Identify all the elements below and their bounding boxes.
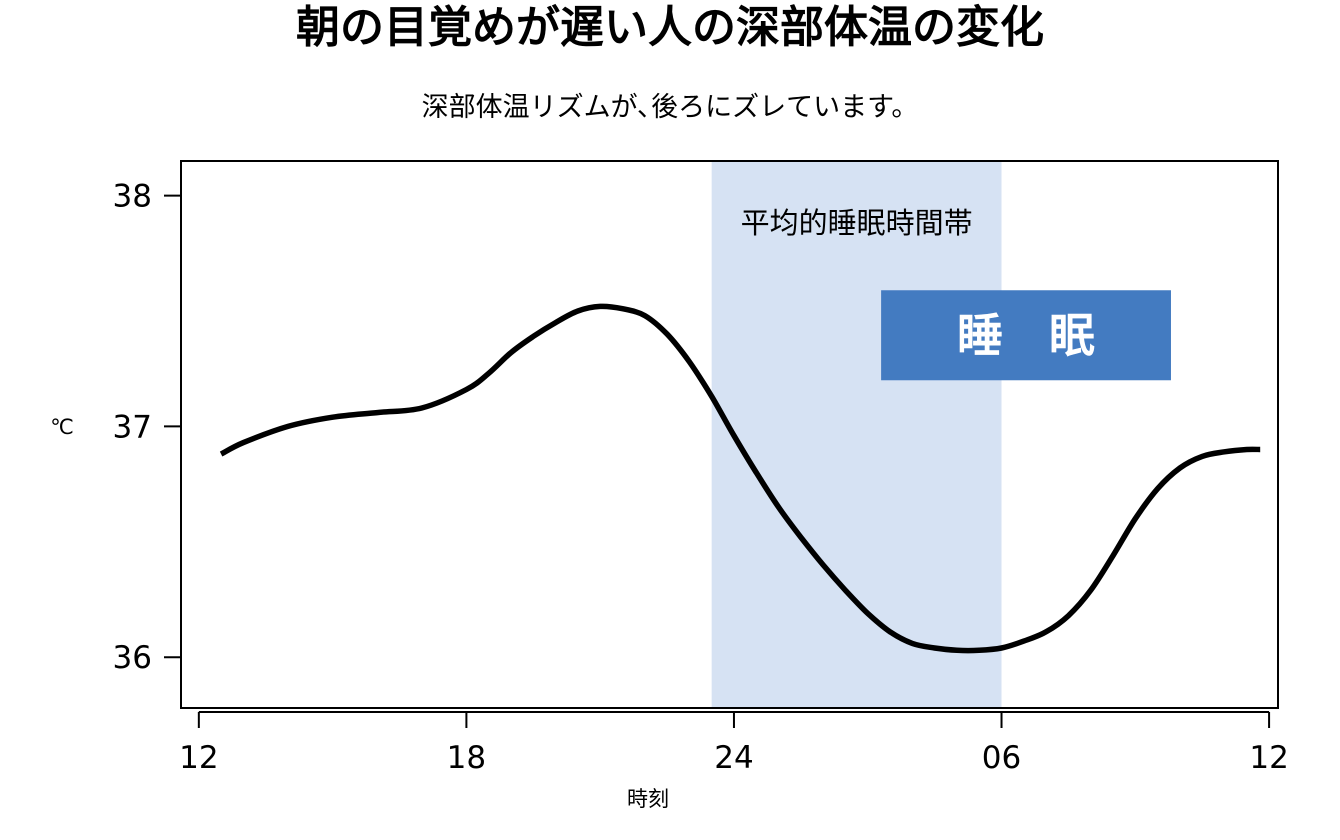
plot-frame — [180, 160, 1279, 709]
line-layer — [219, 303, 1261, 654]
sleep-badge — [881, 290, 1171, 381]
x-tick-label: 18 — [447, 740, 486, 776]
y-tick-label: 37 — [113, 409, 152, 445]
sleep-badge-label: 睡 眠 — [957, 308, 1095, 362]
temperature-line — [219, 303, 1261, 654]
sleep-band — [711, 161, 1002, 708]
x-tick-label: 12 — [1249, 740, 1288, 776]
axis-layer: 12 18 24 06 12 36 37 38 — [113, 160, 1289, 776]
y-tick-label: 38 — [113, 179, 152, 215]
band-layer: 平均的睡眠時間帯 — [711, 161, 1002, 708]
text-layer: 朝の目覚めが遅い人の深部体温の変化 深部体温リズムが､後ろにズレています。 時刻… — [50, 2, 1044, 811]
y-axis-label: ℃ — [50, 415, 74, 439]
sleep-band-label: 平均的睡眠時間帯 — [741, 206, 973, 240]
x-tick-label: 12 — [179, 740, 218, 776]
chart-title: 朝の目覚めが遅い人の深部体温の変化 — [296, 2, 1044, 53]
x-tick-label: 24 — [714, 740, 753, 776]
y-tick-label: 36 — [113, 640, 152, 676]
badge-layer: 睡 眠 — [881, 290, 1171, 381]
x-axis-label: 時刻 — [627, 787, 669, 811]
chart-subtitle: 深部体温リズムが､後ろにズレています。 — [422, 92, 919, 123]
x-tick-label: 06 — [982, 740, 1021, 776]
